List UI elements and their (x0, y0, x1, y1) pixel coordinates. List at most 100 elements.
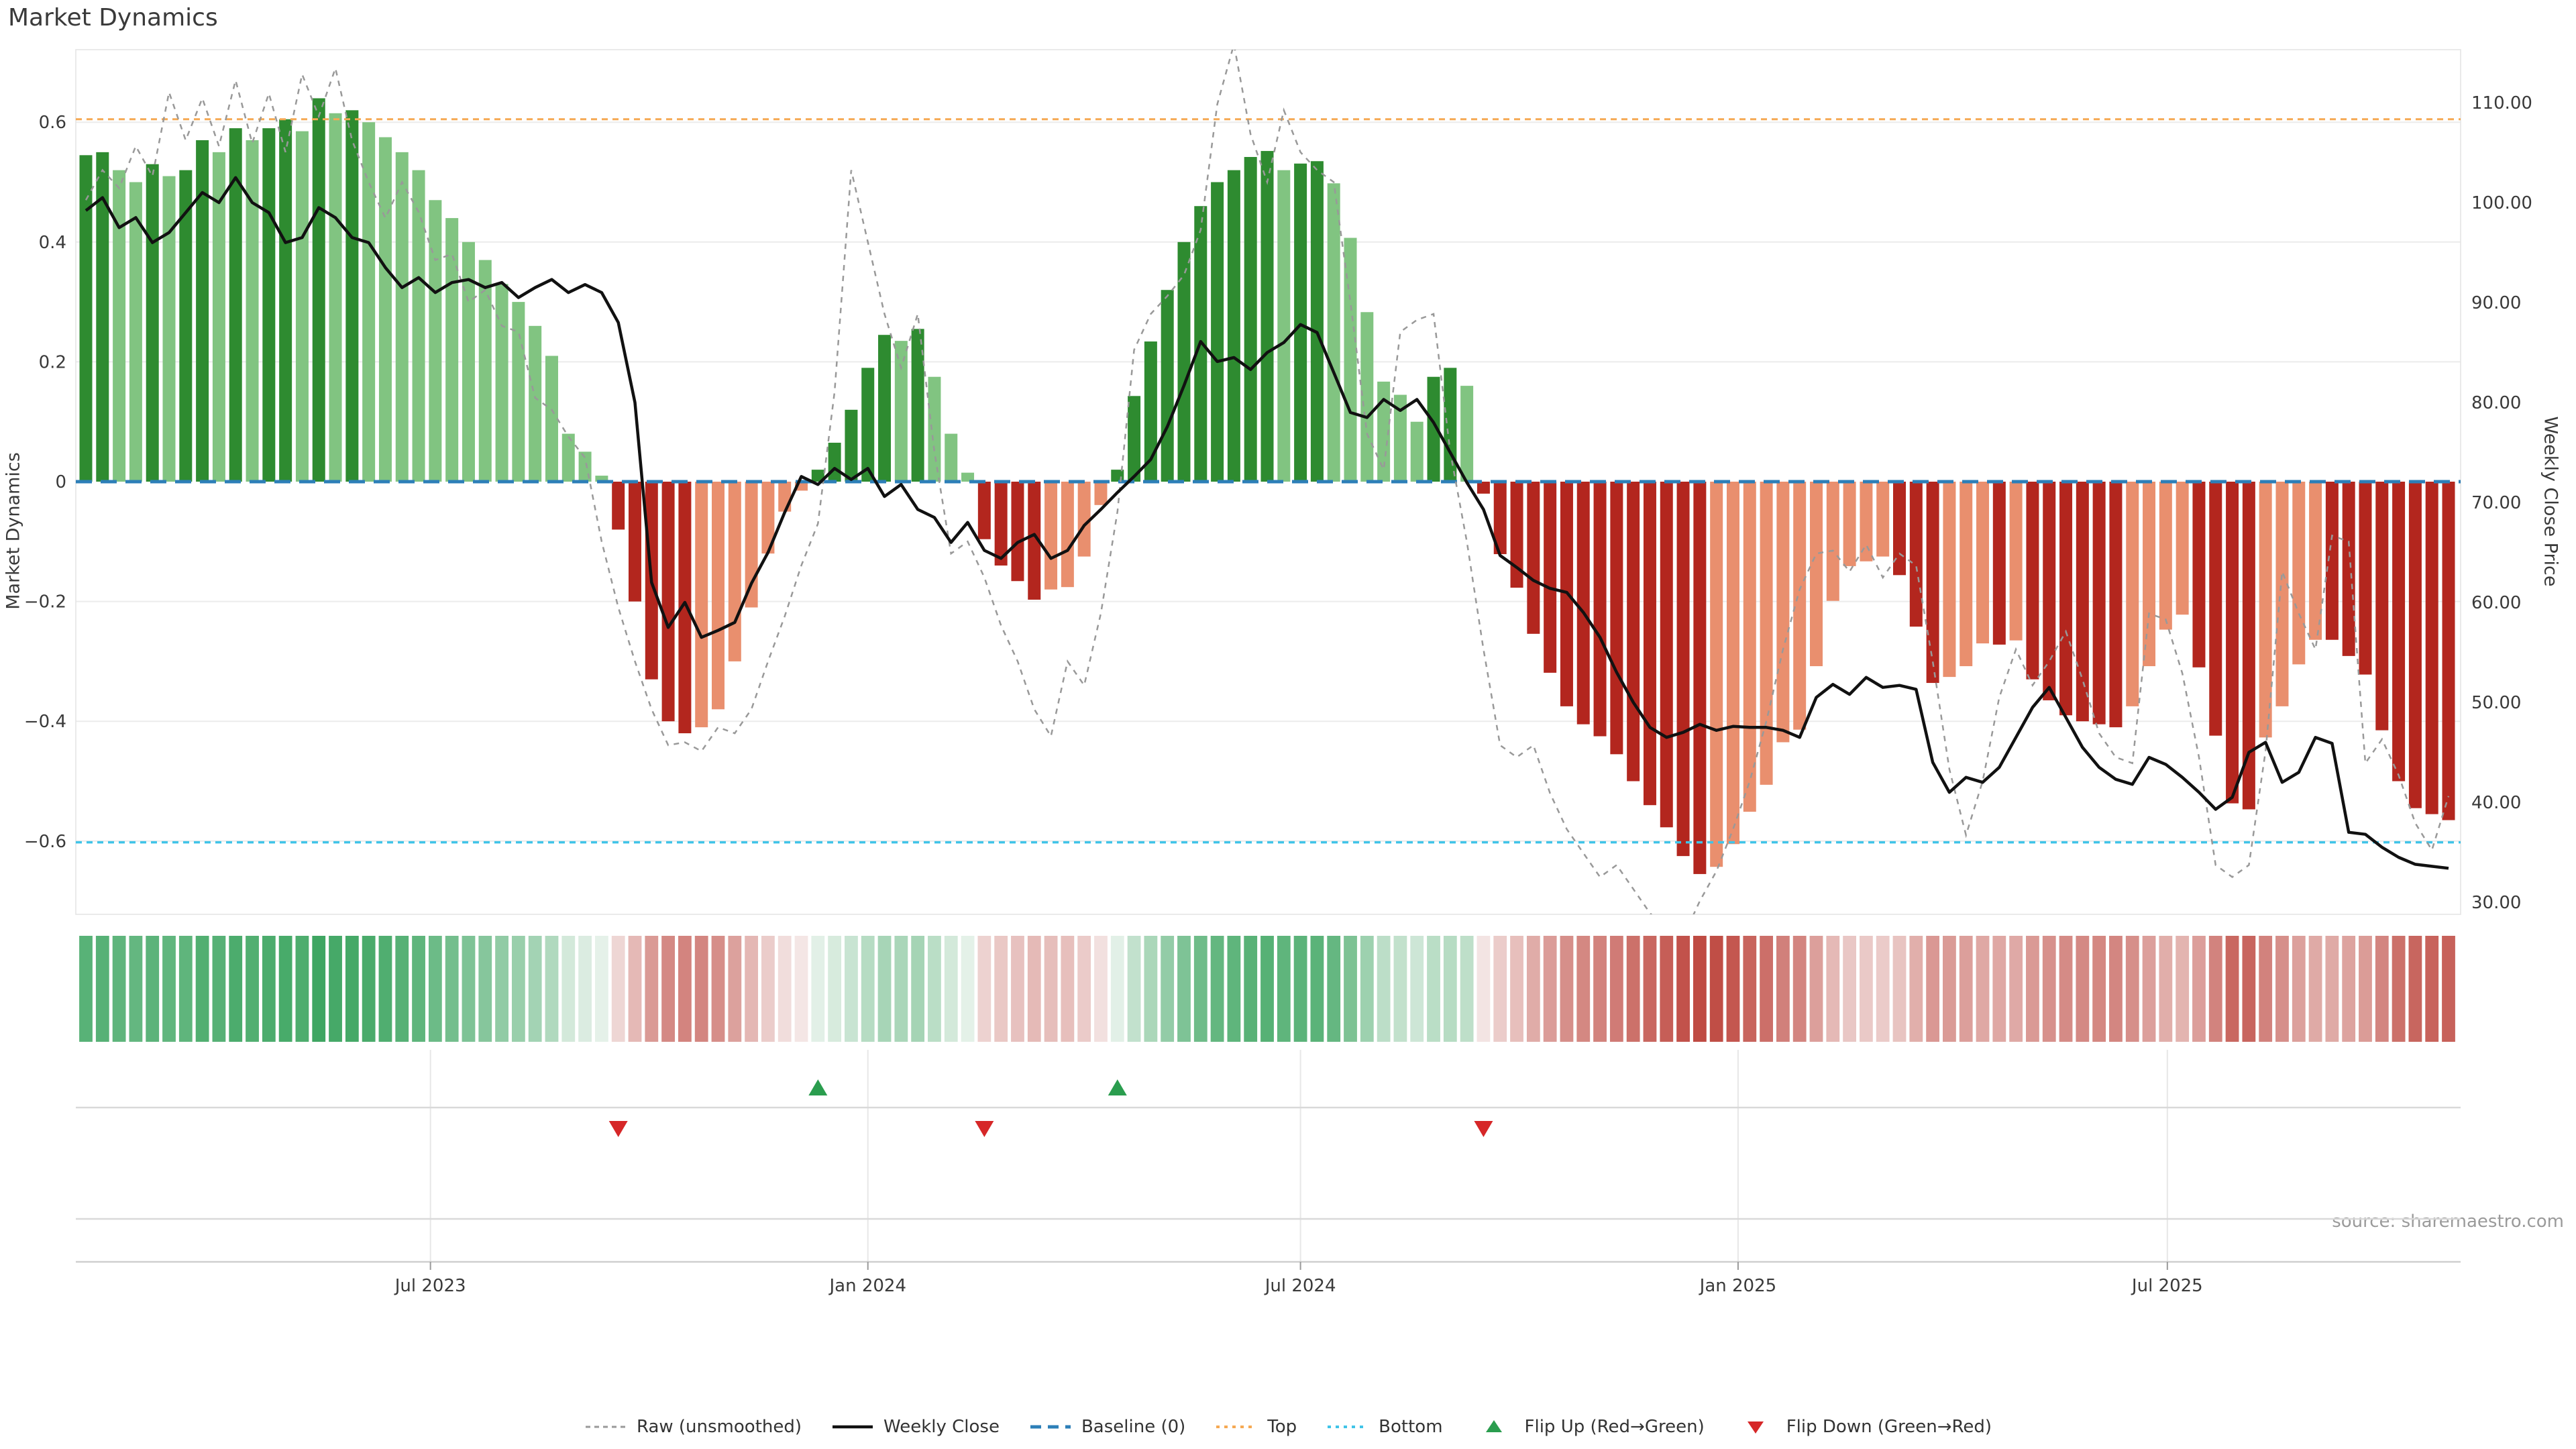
heatmap-cell (1792, 936, 1807, 1042)
weekly-dynamics-bar (1843, 482, 1856, 566)
heatmap-cell (1477, 936, 1491, 1042)
heatmap-cell (845, 936, 858, 1042)
x-axis-tick: Jul 2023 (394, 1276, 466, 1296)
heatmap-cell (2325, 936, 2339, 1042)
heatmap-cell (1892, 936, 1907, 1042)
source-credit: source: sharemaestro.com (2332, 1212, 2564, 1232)
weekly-dynamics-bar (1444, 368, 1457, 482)
weekly-dynamics-bar (1477, 482, 1490, 494)
heatmap-cell (1909, 936, 1923, 1042)
blue-dashed-line-icon (1030, 1425, 1071, 1429)
heatmap-cell (1061, 936, 1075, 1042)
weekly-dynamics-bar (1377, 381, 1391, 482)
weekly-dynamics-bar (378, 137, 392, 482)
heatmap-cell (1760, 936, 1773, 1042)
weekly-dynamics-bar (828, 442, 841, 482)
weekly-dynamics-bar (1960, 482, 1973, 667)
heatmap-cell (312, 936, 326, 1042)
heatmap-cell (1776, 936, 1790, 1042)
heatmap-cell (1626, 936, 1640, 1042)
weekly-dynamics-bar (1044, 482, 1058, 590)
right-axis-tick: 90.00 (2471, 293, 2521, 313)
heatmap-cell (1693, 936, 1707, 1042)
weekly-dynamics-bar (945, 433, 958, 482)
threshold-lines (76, 118, 2461, 844)
heatmap-cell (728, 936, 742, 1042)
heatmap-strip (79, 936, 2455, 1042)
weekly-dynamics-bar (495, 284, 508, 482)
weekly-dynamics-bar (1976, 482, 1990, 644)
weekly-dynamics-bar (1876, 482, 1890, 557)
weekly-dynamics-bar (113, 170, 126, 482)
weekly-dynamics-bar (295, 131, 309, 482)
weekly-dynamics-bar (911, 329, 924, 482)
heatmap-cell (1177, 936, 1191, 1042)
right-axis-tick: 110.00 (2471, 93, 2532, 113)
x-axis-tick: Jan 2024 (828, 1276, 906, 1296)
heatmap-cell (2342, 936, 2356, 1042)
heatmap-cell (1493, 936, 1507, 1042)
weekly-dynamics-bar (1294, 163, 1307, 482)
heatmap-cell (1327, 936, 1341, 1042)
weekly-dynamics-bar (312, 98, 325, 482)
left-axis-tick: −0.6 (24, 832, 66, 852)
weekly-dynamics-bar (395, 152, 409, 482)
heatmap-cell (1526, 936, 1540, 1042)
heatmap-cell (1410, 936, 1424, 1042)
weekly-dynamics-bar (1860, 482, 1873, 561)
weekly-dynamics-bar (1593, 482, 1607, 737)
weekly-dynamics-bar (162, 176, 176, 482)
orange-dotted-line-icon (1216, 1426, 1257, 1428)
legend-label: Bottom (1379, 1417, 1443, 1437)
weekly-dynamics-bar (1144, 341, 1157, 482)
weekly-dynamics-bar (1676, 482, 1690, 857)
heatmap-cell (162, 936, 176, 1042)
heatmap-cell (1976, 936, 1990, 1042)
flip-up-marker (808, 1079, 828, 1095)
heatmap-cell (2208, 936, 2222, 1042)
x-axis-tick: Jul 2024 (1264, 1276, 1336, 1296)
heatmap-cell (1676, 936, 1690, 1042)
heatmap-cell (2425, 936, 2439, 1042)
weekly-dynamics-bar (1909, 482, 1923, 627)
heatmap-cell (2408, 936, 2422, 1042)
weekly-dynamics-bar (2159, 482, 2172, 630)
heatmap-cell (1992, 936, 2006, 1042)
weekly-dynamics-bar (811, 470, 824, 482)
legend-item-3: Top (1215, 1417, 1297, 1437)
weekly-dynamics-bar (1576, 482, 1590, 724)
heatmap-cell (1443, 936, 1457, 1042)
heatmap-cell (412, 936, 425, 1042)
heatmap-cell (894, 936, 908, 1042)
heatmap-cell (2176, 936, 2190, 1042)
weekly-dynamics-bar (2275, 482, 2289, 706)
weekly-dynamics-bar (1643, 482, 1656, 806)
weekly-dynamics-bar (2392, 482, 2406, 782)
left-axis-tick: 0.2 (39, 352, 66, 372)
weekly-dynamics-bar (712, 482, 725, 710)
weekly-dynamics-bar (1344, 237, 1357, 482)
axis-ticks: 0.6 0.4 0.2 0 −0.2 −0.4 −0.6 110.00 100.00 90.00 8… (24, 93, 2532, 1296)
heatmap-cell (1344, 936, 1357, 1042)
heatmap-cell (1277, 936, 1291, 1042)
weekly-dynamics-bar (845, 409, 858, 482)
right-axis-tick: 60.00 (2471, 593, 2521, 613)
weekly-dynamics-bar (595, 476, 608, 482)
heatmap-cell (1094, 936, 1108, 1042)
weekly-dynamics-bar (1510, 482, 1523, 588)
legend-label: Top (1267, 1417, 1297, 1437)
weekly-dynamics-bar (196, 140, 209, 482)
heatmap-cell (777, 936, 792, 1042)
weekly-dynamics-bar (894, 341, 908, 482)
weekly-dynamics-bar (2126, 482, 2139, 706)
heatmap-cell (877, 936, 892, 1042)
heatmap-cell (395, 936, 409, 1042)
weekly-dynamics-bar (745, 482, 758, 608)
weekly-dynamics-bar (878, 335, 892, 482)
heatmap-cell (1193, 936, 1208, 1042)
chart-legend: Raw (unsmoothed) Weekly Close Baseline (0)… (0, 1417, 2576, 1437)
heatmap-cell (561, 936, 576, 1042)
weekly-dynamics-bar (212, 152, 225, 482)
weekly-dynamics-bar (612, 482, 625, 530)
heatmap-cell (678, 936, 692, 1042)
